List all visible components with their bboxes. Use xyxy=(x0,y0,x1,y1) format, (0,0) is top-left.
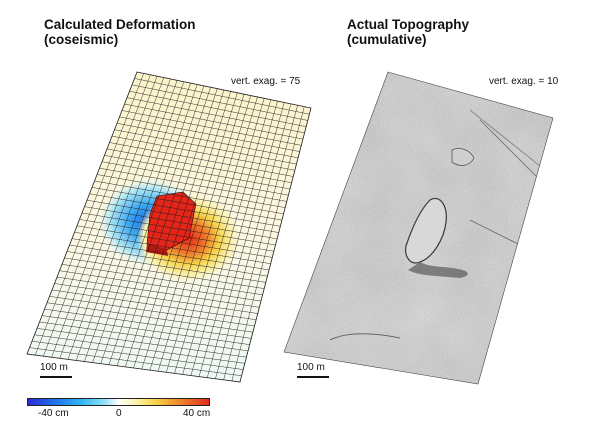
mesh-line-h xyxy=(39,321,249,352)
mesh-line-h xyxy=(101,161,289,196)
mesh-line-h xyxy=(109,142,294,177)
mesh-line-h xyxy=(44,308,252,339)
deformation-title: Calculated Deformation (coseismic) xyxy=(44,17,196,47)
mesh-line-h xyxy=(119,116,300,152)
mesh-line-h xyxy=(71,238,270,271)
mesh-line-h xyxy=(134,78,310,115)
mesh-line-h xyxy=(64,257,265,289)
mesh-outline xyxy=(26,71,312,383)
topography-panel xyxy=(283,71,554,385)
colorbar-tick-min: -40 cm xyxy=(38,408,69,419)
colorbar-tick-zero: 0 xyxy=(116,408,122,419)
mesh-line-h xyxy=(69,244,268,277)
mesh-line-h xyxy=(81,212,276,246)
deformation-scale-label: 100 m xyxy=(40,362,68,373)
mesh-line-h xyxy=(131,84,308,121)
mesh-line-h xyxy=(74,232,271,264)
upper-knoll xyxy=(451,148,475,166)
lineament-1 xyxy=(469,109,546,171)
mesh-line-h xyxy=(56,276,260,308)
mesh-line-h xyxy=(121,110,302,146)
mesh-line-h xyxy=(126,97,305,134)
topography-outline xyxy=(283,71,554,385)
deformation-title-line2: (coseismic) xyxy=(44,32,119,47)
mesh-line-h xyxy=(49,296,255,327)
topography-scale-line xyxy=(297,376,329,378)
mesh-line-h xyxy=(29,347,242,376)
mesh-line-h xyxy=(46,302,253,333)
mesh-line-h xyxy=(114,129,297,165)
scarp-shadow xyxy=(408,262,468,278)
mesh-line-h xyxy=(34,334,245,364)
topography-title-line1: Actual Topography xyxy=(347,17,470,32)
lower-ridge xyxy=(329,333,401,341)
mesh-line-h xyxy=(91,187,282,221)
mesh-line-h xyxy=(96,174,286,208)
topography-title: Actual Topography (cumulative) xyxy=(347,17,469,47)
mesh-line-h xyxy=(111,135,295,171)
mesh-line-h xyxy=(59,270,262,302)
mesh-line-h xyxy=(54,283,258,314)
topography-vert-exag: vert. exag. = 10 xyxy=(489,76,559,87)
topography-title-line2: (cumulative) xyxy=(347,32,427,47)
mesh-line-h xyxy=(104,155,291,190)
mesh-line-h xyxy=(129,91,307,127)
mesh-line-h xyxy=(66,251,266,283)
topography-scale-label: 100 m xyxy=(297,362,325,373)
mesh-line-h xyxy=(99,167,287,202)
mesh-line-h xyxy=(86,199,279,233)
mesh-line-h xyxy=(116,123,299,159)
mesh-line-h xyxy=(106,148,292,183)
mesh-line-h xyxy=(51,289,257,320)
colorbar-tick-max: 40 cm xyxy=(183,408,211,419)
mesh-line-h xyxy=(89,193,281,227)
mesh-line-h xyxy=(84,206,278,239)
mesh-line-h xyxy=(94,180,284,215)
mesh-line-h xyxy=(61,264,263,296)
colorbar xyxy=(27,398,210,406)
deformation-mesh-panel xyxy=(26,71,312,383)
deformation-vert-exag: vert. exag. = 75 xyxy=(231,76,301,87)
mesh-line-h xyxy=(79,219,274,252)
mesh-grid xyxy=(27,72,311,382)
mesh-line-h xyxy=(124,103,303,140)
deformation-title-line1: Calculated Deformation xyxy=(44,17,196,32)
mesh-line-h xyxy=(41,315,250,345)
mesh-line-h xyxy=(76,225,273,258)
deformation-scale-line xyxy=(40,376,72,378)
mesh-line-h xyxy=(36,328,247,358)
mesh-line-h xyxy=(31,340,244,370)
